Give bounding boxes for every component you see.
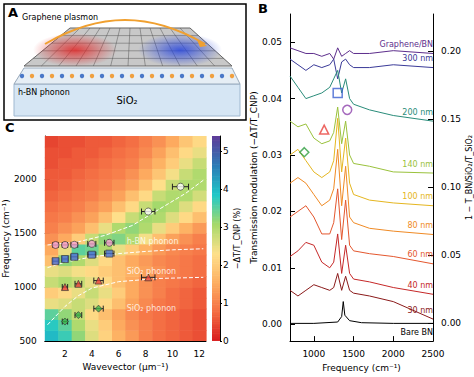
- svg-text:0: 0: [223, 336, 229, 346]
- svg-text:2000: 2000: [382, 349, 405, 359]
- svg-text:B: B: [258, 1, 268, 16]
- svg-text:6: 6: [116, 349, 122, 359]
- svg-text:Graphene plasmon: Graphene plasmon: [22, 13, 98, 22]
- svg-text:200 nm: 200 nm: [402, 108, 433, 117]
- svg-text:Frequency (cm⁻¹): Frequency (cm⁻¹): [322, 363, 400, 373]
- svg-text:4: 4: [89, 349, 95, 359]
- svg-text:1: 1: [223, 298, 229, 308]
- svg-text:2: 2: [62, 349, 68, 359]
- svg-text:2500: 2500: [422, 349, 445, 359]
- svg-text:Frequency (cm⁻¹): Frequency (cm⁻¹): [1, 199, 11, 277]
- svg-text:0.00: 0.00: [441, 318, 461, 328]
- svg-text:300 nm: 300 nm: [402, 54, 433, 63]
- svg-text:Wavevector (μm⁻¹): Wavevector (μm⁻¹): [82, 362, 168, 372]
- svg-text:0.04: 0.04: [262, 94, 282, 104]
- svg-text:0.05: 0.05: [441, 250, 461, 260]
- svg-text:C: C: [5, 120, 15, 135]
- svg-text:2000: 2000: [14, 174, 37, 184]
- svg-text:1500: 1500: [342, 349, 365, 359]
- svg-text:h-BN phonon: h-BN phonon: [127, 237, 179, 246]
- svg-text:12: 12: [194, 349, 205, 359]
- svg-text:SiO₂ phonon: SiO₂ phonon: [127, 267, 176, 276]
- svg-text:A: A: [8, 5, 18, 20]
- svg-text:1000: 1000: [302, 349, 325, 359]
- svg-text:30 nm: 30 nm: [407, 306, 433, 315]
- svg-text:80 nm: 80 nm: [407, 221, 433, 230]
- svg-text:1500: 1500: [14, 228, 37, 238]
- svg-text:−ΔT/T_CNP (%): −ΔT/T_CNP (%): [233, 208, 242, 269]
- svg-text:0.03: 0.03: [262, 150, 282, 160]
- svg-text:100 nm: 100 nm: [402, 192, 433, 201]
- svg-text:3: 3: [223, 222, 229, 232]
- svg-text:Bare BN: Bare BN: [401, 328, 433, 337]
- svg-text:140 nm: 140 nm: [402, 160, 433, 169]
- svg-text:500: 500: [20, 336, 37, 346]
- svg-text:0.05: 0.05: [262, 37, 282, 47]
- svg-text:1000: 1000: [14, 282, 37, 292]
- svg-text:Graphene/BN: Graphene/BN: [379, 40, 433, 49]
- svg-text:0.15: 0.15: [441, 114, 461, 124]
- svg-text:4: 4: [223, 184, 229, 194]
- svg-text:5: 5: [223, 146, 229, 156]
- svg-text:0.02: 0.02: [262, 206, 282, 216]
- svg-text:1 − T_BN/SiO₂/T_SiO₂: 1 − T_BN/SiO₂/T_SiO₂: [465, 135, 474, 220]
- svg-text:8: 8: [143, 349, 149, 359]
- svg-text:0.01: 0.01: [262, 263, 282, 273]
- svg-text:2: 2: [223, 260, 229, 270]
- svg-text:SiO₂: SiO₂: [116, 95, 137, 106]
- svg-text:h-BN phonon: h-BN phonon: [18, 88, 70, 97]
- svg-text:SiO₂ phonon: SiO₂ phonon: [127, 304, 176, 313]
- svg-text:10: 10: [167, 349, 179, 359]
- svg-text:Transmission modulation (−ΔT/T: Transmission modulation (−ΔT/T_CNP): [249, 91, 259, 264]
- svg-text:0.20: 0.20: [441, 46, 461, 56]
- svg-text:40 nm: 40 nm: [407, 281, 433, 290]
- svg-text:0.00: 0.00: [262, 319, 282, 329]
- svg-text:0.10: 0.10: [441, 182, 461, 192]
- svg-text:60 nm: 60 nm: [407, 250, 433, 259]
